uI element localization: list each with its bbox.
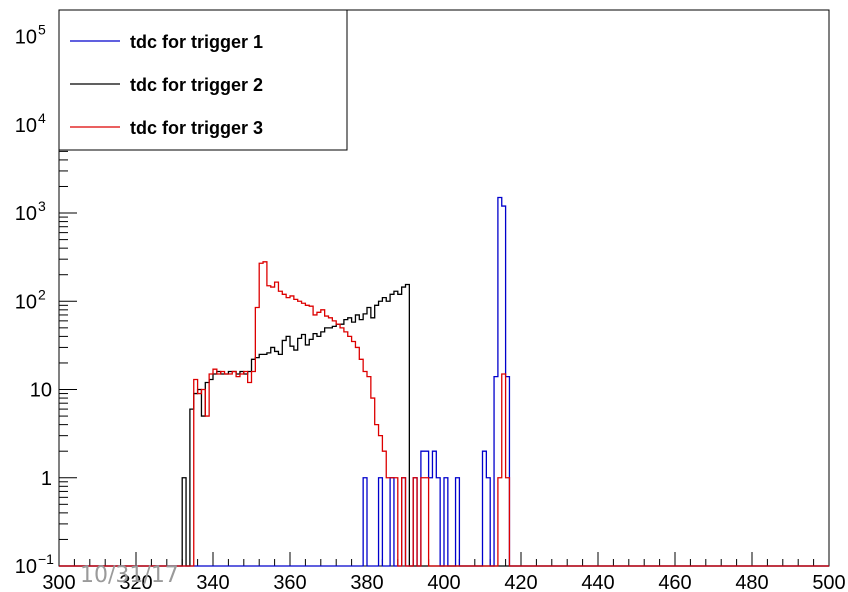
legend-label-trigger-1: tdc for trigger 1 <box>130 32 263 52</box>
y-tick-exponent: 3 <box>38 198 46 214</box>
x-tick-label: 340 <box>196 572 229 592</box>
y-tick-label: 10 <box>15 27 37 49</box>
x-tick-label: 500 <box>812 572 845 592</box>
legend: tdc for trigger 1 tdc for trigger 2 tdc … <box>58 9 348 151</box>
legend-label-trigger-3: tdc for trigger 3 <box>130 118 263 138</box>
x-tick-label: 460 <box>658 572 691 592</box>
x-tick-label: 400 <box>427 572 460 592</box>
x-tick-label: 440 <box>581 572 614 592</box>
x-tick-label: 360 <box>273 572 306 592</box>
histogram-series <box>59 196 829 567</box>
y-tick-label: 1 <box>41 468 52 490</box>
x-tick-label: 480 <box>735 572 768 592</box>
date-stamp: 10/31/17 <box>80 563 179 588</box>
x-axis-tick-labels: 300 320 340 360 380 400 420 440 460 480 500 <box>42 572 845 592</box>
y-tick-exponent: 5 <box>38 22 46 38</box>
series-line-trigger-3 <box>59 261 829 567</box>
legend-label-trigger-2: tdc for trigger 2 <box>130 75 263 95</box>
y-tick-exponent: −1 <box>38 551 54 567</box>
y-tick-label: 10 <box>15 203 37 225</box>
x-tick-label: 300 <box>42 572 75 592</box>
y-tick-label: 10 <box>15 291 37 313</box>
x-tick-label: 380 <box>350 572 383 592</box>
y-tick-label: 10 <box>15 556 37 578</box>
x-tick-label: 420 <box>504 572 537 592</box>
y-tick-label: 10 <box>30 380 52 402</box>
y-tick-label: 10 <box>15 115 37 137</box>
x-tick-label: 320 <box>119 572 152 592</box>
y-tick-exponent: 4 <box>38 110 46 126</box>
y-tick-exponent: 2 <box>38 286 46 302</box>
